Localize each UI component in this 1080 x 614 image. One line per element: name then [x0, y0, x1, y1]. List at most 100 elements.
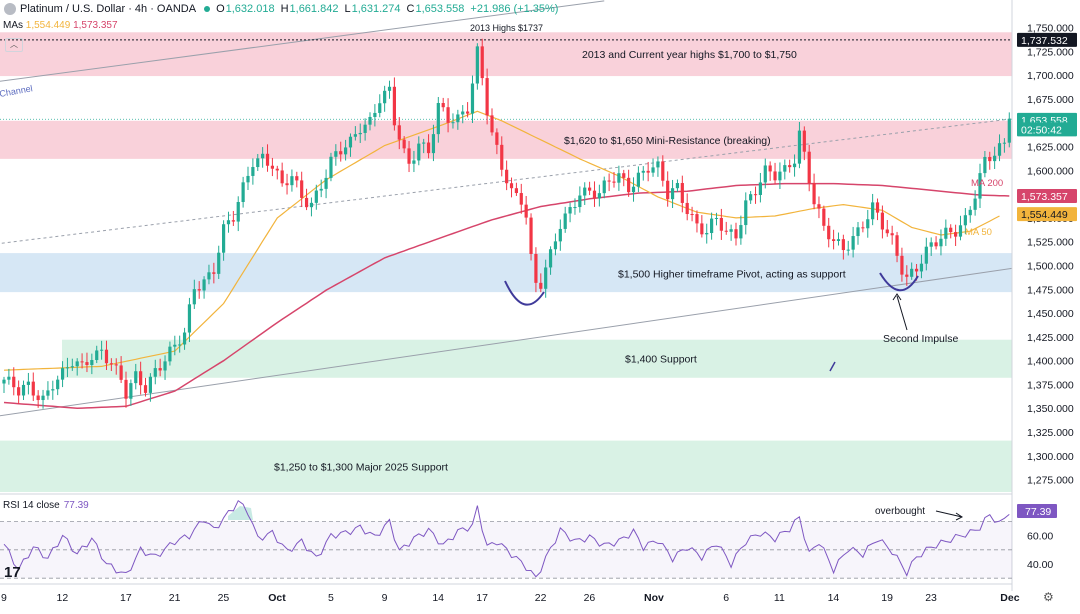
candle-body — [275, 168, 279, 171]
candle-body — [495, 132, 499, 145]
candle-body — [1007, 118, 1011, 143]
candle-body — [124, 379, 128, 399]
candle-body — [646, 170, 650, 173]
candle-body — [378, 103, 382, 113]
symbol-title[interactable]: Platinum / U.S. Dollar · 4h · OANDA — [20, 3, 197, 15]
candle-body — [119, 365, 123, 380]
time-tick-label: 5 — [328, 592, 334, 604]
time-tick-label: 12 — [57, 592, 69, 604]
candle-body — [797, 130, 802, 164]
candle-body — [788, 165, 792, 168]
price-label-bg-green — [1017, 122, 1077, 137]
price-label-bg-dark — [1017, 32, 1077, 47]
candle-body — [968, 209, 972, 216]
time-tick-label: Nov — [644, 592, 664, 604]
candle-body — [875, 202, 880, 213]
candle-body — [919, 263, 924, 272]
candle-body — [836, 239, 841, 241]
candle-body — [929, 242, 933, 247]
price-label-ma200: 1,573.357 — [1021, 191, 1068, 203]
candle-body — [524, 204, 528, 218]
candle-body — [285, 183, 289, 186]
price-tick-label: 1,450.000 — [1027, 308, 1074, 320]
rsi-value-label: 77.39 — [1025, 506, 1051, 518]
ma-legend[interactable]: MAs 1,554.449 1,573.357 — [3, 20, 118, 31]
candle-body — [85, 362, 89, 365]
annotation-second-impulse: Second Impulse — [883, 333, 958, 345]
candle-body — [451, 122, 455, 124]
candle-body — [675, 183, 680, 189]
annotation-2013-highs: 2013 Highs $1737 — [470, 23, 543, 33]
price-tick-label: 1,325.000 — [1027, 427, 1074, 439]
time-tick-label: 21 — [169, 592, 181, 604]
candle-body — [280, 170, 284, 184]
rsi-overbought-fill — [228, 506, 253, 520]
candle-body — [963, 215, 967, 226]
candle-body — [314, 190, 318, 203]
candle-body — [426, 142, 431, 154]
candle-body — [304, 197, 309, 208]
candle-body — [158, 368, 162, 371]
candle-body — [90, 360, 94, 365]
second-impulse-arrowhead — [892, 293, 902, 301]
price-tick-label: 1,625.000 — [1027, 141, 1074, 153]
rsi-tick-label: 40.00 — [1027, 559, 1053, 571]
candle-body — [324, 177, 328, 189]
candle-body — [885, 229, 889, 234]
candle-body — [7, 376, 11, 380]
ma200-line — [3, 182, 1010, 409]
candle-body — [168, 346, 172, 362]
tradingview-logo-icon[interactable]: 17 — [4, 564, 21, 581]
candle-body — [431, 134, 436, 154]
candle-body — [26, 381, 30, 385]
candle-body — [187, 304, 192, 333]
annotation-ma50: MA 50 — [965, 227, 992, 238]
candle-body — [997, 143, 1002, 156]
candle-body — [846, 249, 850, 251]
candle-body — [710, 218, 714, 234]
candle-body — [334, 151, 338, 157]
candle-body — [178, 344, 182, 346]
candle-body — [602, 180, 606, 194]
settings-gear-icon[interactable]: ⚙ — [1043, 590, 1054, 604]
candle-body — [470, 83, 475, 114]
price-tick-label: 1,700.000 — [1027, 70, 1074, 82]
candle-body — [173, 344, 177, 347]
candle-body — [80, 361, 84, 363]
candle-body — [251, 167, 255, 176]
candle-body — [607, 180, 611, 182]
candle-body — [17, 387, 21, 396]
rsi-legend[interactable]: RSI 14 close 77.39 — [3, 500, 89, 511]
candle-body — [871, 202, 875, 220]
candle-body — [851, 236, 855, 250]
high-label: H — [280, 3, 289, 15]
candle-body — [636, 172, 640, 187]
bottom-arc-2 — [879, 272, 919, 292]
candle-body — [812, 183, 816, 205]
candle-body — [597, 193, 601, 199]
candle-body — [100, 349, 104, 351]
collapse-legend-button[interactable]: ︿ — [5, 38, 23, 52]
candle-body — [631, 186, 636, 193]
candle-body — [773, 171, 777, 181]
candle-body — [900, 255, 904, 275]
low-label: L — [344, 3, 351, 15]
rsi-line — [3, 499, 1010, 578]
price-tick-label: 1,500.000 — [1027, 260, 1074, 272]
candle-body — [231, 220, 235, 222]
candle-body — [148, 376, 152, 393]
candle-body — [60, 368, 65, 380]
time-tick-label: 26 — [584, 592, 596, 604]
platinum-symbol-icon[interactable] — [4, 3, 16, 15]
candle-body — [714, 217, 719, 219]
candle-body — [12, 376, 16, 388]
candle-body — [690, 214, 694, 216]
candle-body — [129, 383, 133, 399]
candle-body — [2, 379, 6, 384]
candle-body — [866, 219, 870, 229]
candle-body — [75, 361, 79, 367]
candle-body — [861, 227, 865, 229]
candle-body — [588, 187, 592, 191]
